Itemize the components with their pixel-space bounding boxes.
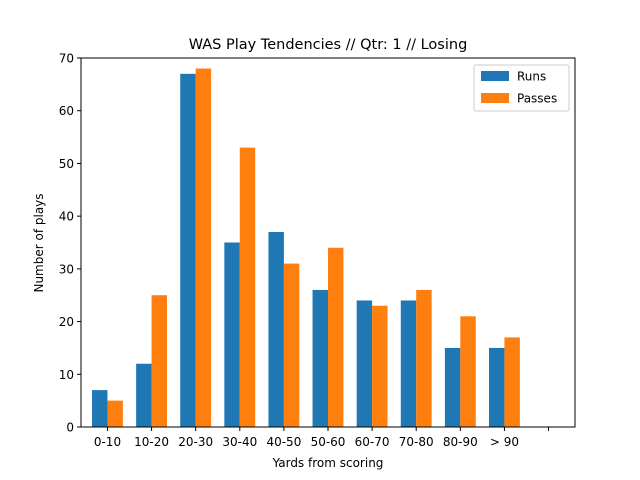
x-tick-label-0: 0-10 xyxy=(94,435,121,449)
x-tick-label-4: 40-50 xyxy=(266,435,301,449)
bar-runs-2 xyxy=(180,73,196,428)
bar-runs-3 xyxy=(224,242,240,427)
legend-swatch-passes xyxy=(481,93,509,103)
bar-passes-8 xyxy=(460,316,476,427)
y-tick-label-10: 10 xyxy=(59,368,74,382)
y-tick-label-50: 50 xyxy=(59,157,74,171)
y-axis: 0 10 20 30 40 50 60 70 xyxy=(59,52,81,435)
y-tick-label-30: 30 xyxy=(59,262,74,276)
chart-title: WAS Play Tendencies // Qtr: 1 // Losing xyxy=(189,37,468,53)
y-axis-label: Number of plays xyxy=(32,193,46,292)
y-tick-label-60: 60 xyxy=(59,104,74,118)
bar-runs-9 xyxy=(488,347,505,427)
bar-passes-9 xyxy=(504,337,520,427)
bar-passes-3 xyxy=(239,147,256,427)
bar-passes-0 xyxy=(107,400,123,427)
legend-label-passes: Passes xyxy=(517,92,557,106)
bar-runs-4 xyxy=(268,231,284,427)
bar-passes-5 xyxy=(328,247,344,427)
bar-runs-6 xyxy=(356,300,373,427)
bar-passes-2 xyxy=(195,68,212,428)
legend-label-runs: Runs xyxy=(517,70,546,84)
y-tick-label-40: 40 xyxy=(59,210,74,224)
y-tick-label-70: 70 xyxy=(59,52,74,66)
bar-passes-7 xyxy=(416,289,432,427)
bar-runs-1 xyxy=(136,363,152,427)
y-tick-label-0: 0 xyxy=(66,421,74,435)
y-tick-label-20: 20 xyxy=(59,315,74,329)
x-tick-label-1: 10-20 xyxy=(134,435,169,449)
x-axis-label: Yards from scoring xyxy=(272,456,384,470)
legend-swatch-runs xyxy=(481,71,509,81)
x-tick-label-5: 50-60 xyxy=(311,435,346,449)
x-tick-label-3: 30-40 xyxy=(222,435,257,449)
x-axis: 0-10 10-20 20-30 30-40 40-50 50-60 60-70 70-80 8… xyxy=(94,427,550,449)
bar-runs-7 xyxy=(400,300,417,427)
x-tick-label-2: 20-30 xyxy=(178,435,213,449)
x-tick-label-8: 80-90 xyxy=(443,435,478,449)
bar-runs-5 xyxy=(312,289,328,427)
x-tick-label-7: 70-80 xyxy=(399,435,434,449)
bar-passes-1 xyxy=(151,295,168,427)
plot-area xyxy=(80,57,576,428)
x-tick-label-6: 60-70 xyxy=(355,435,390,449)
bar-runs-8 xyxy=(444,347,461,427)
legend: Runs Passes xyxy=(473,64,570,112)
bar-runs-0 xyxy=(92,390,108,427)
bar-passes-6 xyxy=(372,305,388,427)
bar-passes-4 xyxy=(283,263,300,427)
x-tick-label-9: > 90 xyxy=(490,435,519,449)
